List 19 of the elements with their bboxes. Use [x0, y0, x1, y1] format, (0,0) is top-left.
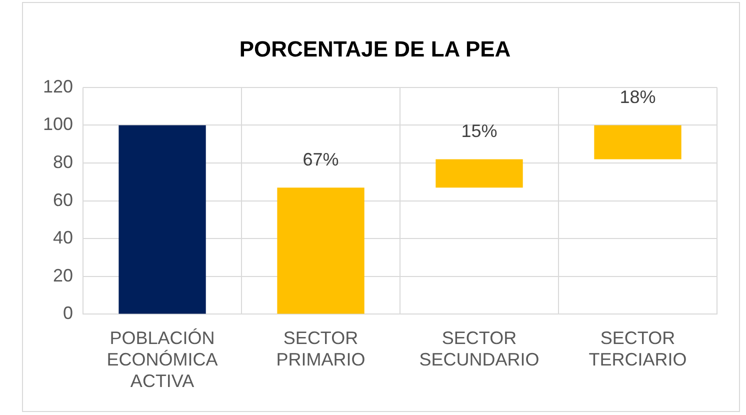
y-tick-label: 40 — [53, 228, 74, 248]
data-label: 67% — [302, 150, 339, 170]
data-label: 18% — [620, 87, 656, 108]
bar — [118, 125, 206, 314]
x-tick-label: SECTOR PRIMARIO — [276, 328, 366, 370]
y-tick-label: 100 — [42, 114, 74, 134]
y-tick-label: 20 — [53, 265, 74, 286]
bar — [277, 188, 364, 314]
data-label: 15% — [461, 121, 498, 142]
y-tick-label: 60 — [53, 190, 74, 210]
y-tick-label: 0 — [63, 303, 74, 324]
x-tick-label: SECTOR TERCIARIO — [588, 328, 687, 370]
y-tick-label: 120 — [42, 76, 74, 96]
bar — [436, 159, 523, 188]
y-tick-label: 80 — [53, 152, 74, 172]
bar — [594, 125, 682, 160]
x-tick-label: SECTOR SECUNDARIO — [419, 328, 540, 370]
chart-title: PORCENTAJE DE LA PEA — [239, 36, 511, 62]
x-tick-label: POBLACIÓN ECONÓMICA ACTIVA — [106, 328, 218, 392]
